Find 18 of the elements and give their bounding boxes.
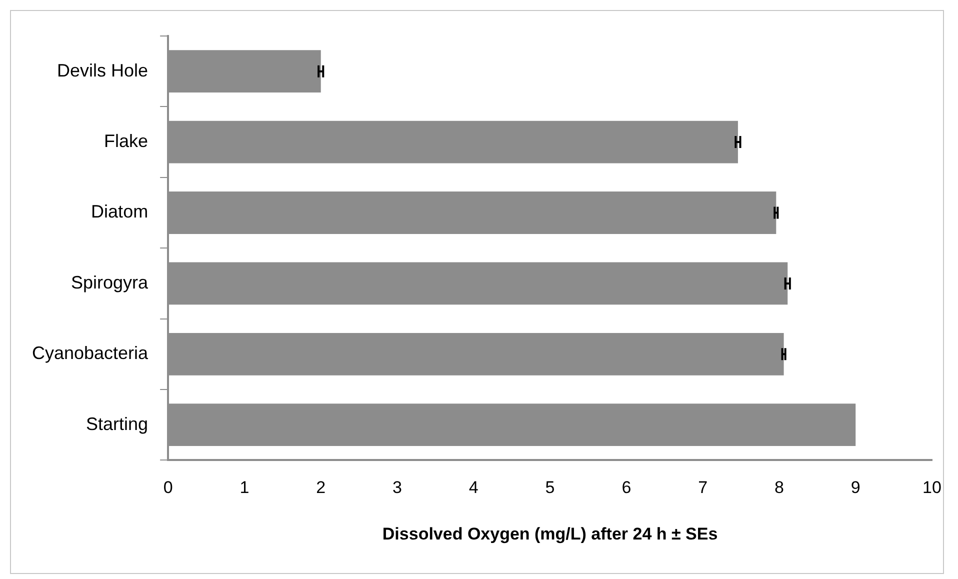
- x-tick-label: 5: [545, 478, 555, 498]
- x-tick-label: 10: [922, 478, 942, 498]
- y-tick-label: Flake: [104, 131, 148, 152]
- x-tick-label: 1: [240, 478, 250, 498]
- x-axis-title: Dissolved Oxygen (mg/L) after 24 h ± SEs: [382, 524, 718, 544]
- y-tick-label: Spirogyra: [71, 272, 150, 292]
- x-tick-label: 8: [774, 478, 784, 498]
- x-tick-label: 4: [468, 478, 478, 498]
- y-tick-label: Cyanobacteria: [32, 343, 150, 364]
- x-tick-label: 0: [163, 478, 173, 498]
- y-tick-label: Diatom: [91, 202, 148, 222]
- y-tick-label: Devils Hole: [57, 60, 148, 80]
- x-tick-label: 7: [698, 478, 708, 498]
- x-tick-label: 3: [392, 478, 402, 498]
- y-tick-label: Starting: [86, 414, 148, 434]
- x-tick-label: 6: [622, 478, 632, 498]
- x-tick-label: 2: [316, 478, 326, 498]
- x-tick-label: 9: [850, 478, 860, 498]
